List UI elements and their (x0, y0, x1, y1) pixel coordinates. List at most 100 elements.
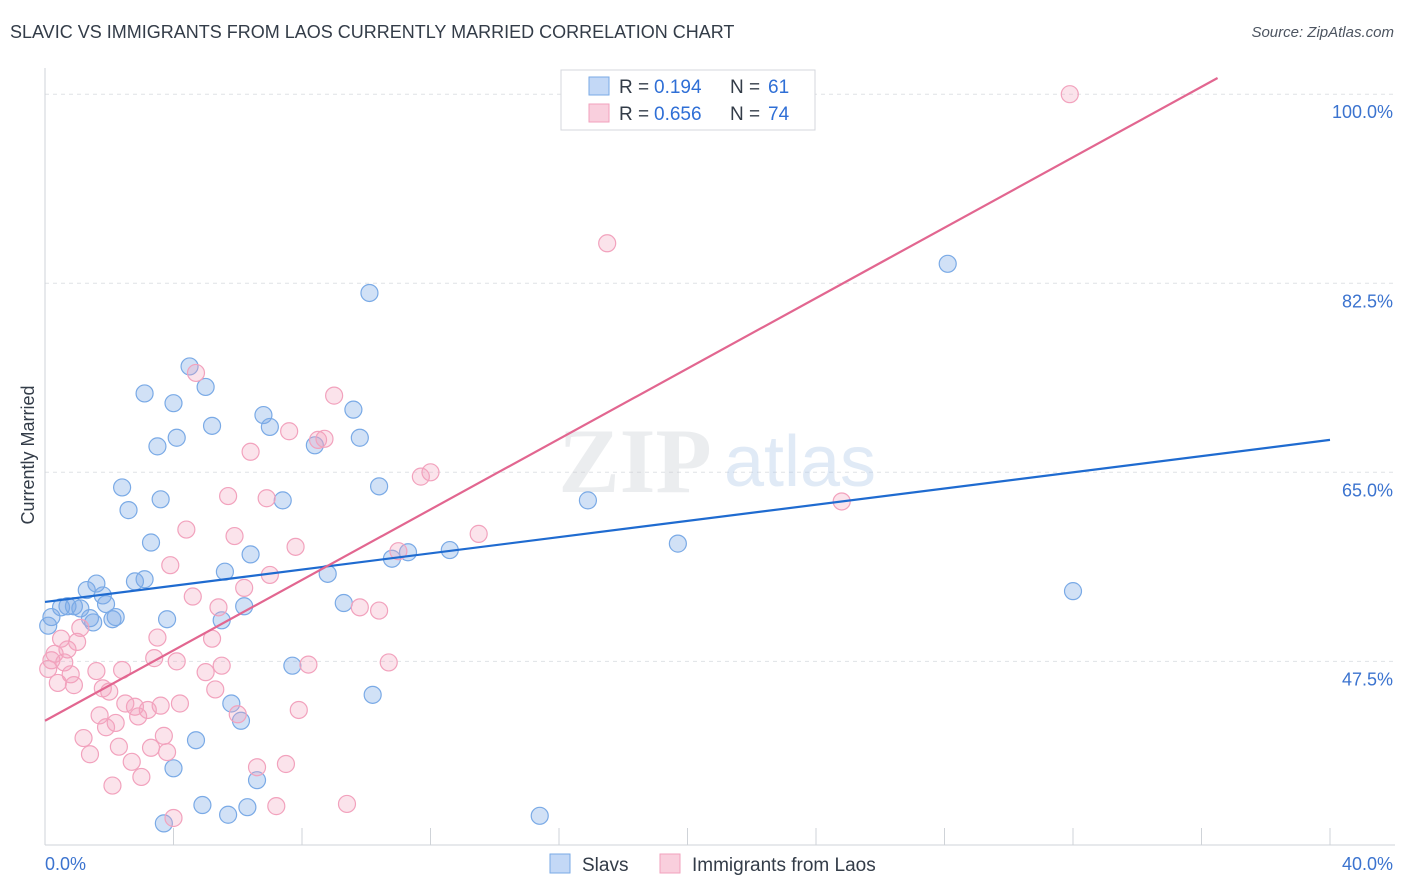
series-slavs (39, 254, 1083, 833)
laos-point-44 (212, 656, 231, 675)
slavs-point-60 (164, 759, 183, 778)
laos-point-35 (164, 808, 183, 828)
slavs-point-5 (77, 580, 96, 600)
y-tick-labels: 47.5% 65.0% 82.5% 100.0% (1332, 102, 1393, 689)
laos-point-63 (350, 598, 369, 617)
laos-point-43 (206, 680, 225, 699)
source-credit: Source: ZipAtlas.com (1251, 24, 1394, 41)
slavs-point-27 (202, 416, 222, 435)
laos-point-38 (177, 520, 196, 539)
laos-point-3 (48, 673, 67, 693)
laos-point-28 (141, 738, 161, 757)
legend-n-value-slavs: 61 (768, 77, 789, 98)
legend-box: R = 0.194 N = 61 R = 0.656 N = 74 (560, 69, 816, 131)
slavs-point-24 (186, 731, 206, 750)
series-laos (39, 85, 1079, 828)
slavs-point-34 (241, 545, 260, 564)
laos-point-39 (183, 587, 202, 606)
slavs-point-10 (103, 610, 122, 629)
laos-point-12 (80, 745, 100, 764)
legend-n-label-laos: N = (730, 104, 760, 125)
laos-point-33 (157, 742, 177, 762)
laos-point-18 (103, 776, 122, 795)
slavs-point-19 (151, 490, 170, 509)
laos-point-11 (74, 728, 93, 748)
laos-point-55 (280, 422, 299, 441)
laos-point-69 (469, 524, 488, 543)
slavs-point-30 (219, 805, 238, 824)
slavs-point-56 (39, 616, 58, 635)
slavs-point-53 (668, 534, 687, 553)
slavs-trend-line (44, 438, 1331, 604)
legend-r-label-laos: R = (619, 104, 649, 125)
laos-point-7 (61, 665, 80, 684)
y-tick-label-0: 47.5% (1342, 669, 1393, 689)
slavs-point-26 (196, 377, 215, 397)
slavs-point-45 (363, 685, 382, 704)
slavs-point-37 (260, 417, 279, 437)
slavs-point-58 (154, 814, 173, 833)
laos-point-22 (116, 694, 135, 713)
laos-point-25 (129, 707, 148, 726)
laos-point-20 (109, 737, 128, 756)
legend-r-label-slavs: R = (619, 77, 649, 98)
laos-point-50 (247, 758, 267, 777)
laos-point-60 (315, 429, 334, 448)
legend-r-value-slavs: 0.194 (654, 77, 702, 98)
laos-point-51 (257, 489, 276, 508)
laos-point-6 (58, 640, 77, 659)
slavs-point-16 (135, 384, 154, 403)
laos-point-61 (325, 386, 344, 405)
slavs-point-51 (530, 806, 549, 825)
slavs-point-39 (283, 656, 302, 675)
legend-swatch-laos (588, 103, 610, 123)
laos-point-59 (308, 430, 328, 449)
laos-point-49 (241, 442, 260, 461)
bottom-legend: Slavs Immigrants from Laos (549, 853, 876, 876)
laos-point-37 (170, 694, 190, 713)
laos-point-54 (276, 754, 296, 774)
laos-point-58 (299, 655, 318, 674)
laos-point-66 (389, 542, 408, 561)
laos-point-68 (421, 463, 440, 482)
slavs-point-18 (148, 437, 167, 456)
slavs-point-35 (247, 771, 267, 790)
y-tick-label-3: 100.0% (1332, 102, 1393, 122)
bottom-legend-label-laos: Immigrants from Laos (692, 855, 876, 876)
laos-point-67 (411, 467, 430, 486)
slavs-point-46 (360, 283, 379, 303)
slavs-point-9 (96, 594, 116, 614)
slavs-point-38 (273, 491, 292, 510)
laos-point-62 (337, 794, 357, 814)
laos-point-16 (96, 718, 116, 737)
laos-point-53 (267, 797, 286, 816)
trend-lines (44, 77, 1331, 722)
laos-point-23 (122, 752, 141, 771)
y-tick-label-2: 82.5% (1342, 291, 1393, 311)
laos-point-13 (87, 661, 106, 681)
x-tick-label-1: 40.0% (1342, 854, 1393, 874)
slavs-point-23 (180, 357, 199, 376)
laos-point-65 (379, 653, 398, 672)
laos-point-36 (167, 652, 186, 671)
slavs-point-25 (193, 795, 212, 815)
laos-point-64 (370, 601, 389, 620)
slavs-point-47 (370, 477, 389, 496)
slavs-point-31 (222, 694, 241, 713)
laos-point-31 (151, 696, 170, 715)
bottom-legend-label-slavs: Slavs (582, 855, 628, 876)
slavs-point-40 (305, 436, 324, 455)
slavs-point-4 (71, 599, 90, 618)
laos-point-45 (219, 486, 238, 506)
laos-point-47 (228, 705, 247, 724)
slavs-point-44 (350, 428, 369, 447)
laos-point-8 (64, 676, 84, 695)
laos-point-30 (148, 628, 167, 647)
laos-point-9 (68, 632, 87, 652)
slavs-point-42 (334, 593, 353, 613)
slavs-point-13 (119, 501, 138, 520)
laos-point-46 (225, 526, 244, 546)
laos-point-70 (598, 234, 617, 253)
slavs-point-11 (106, 607, 125, 627)
